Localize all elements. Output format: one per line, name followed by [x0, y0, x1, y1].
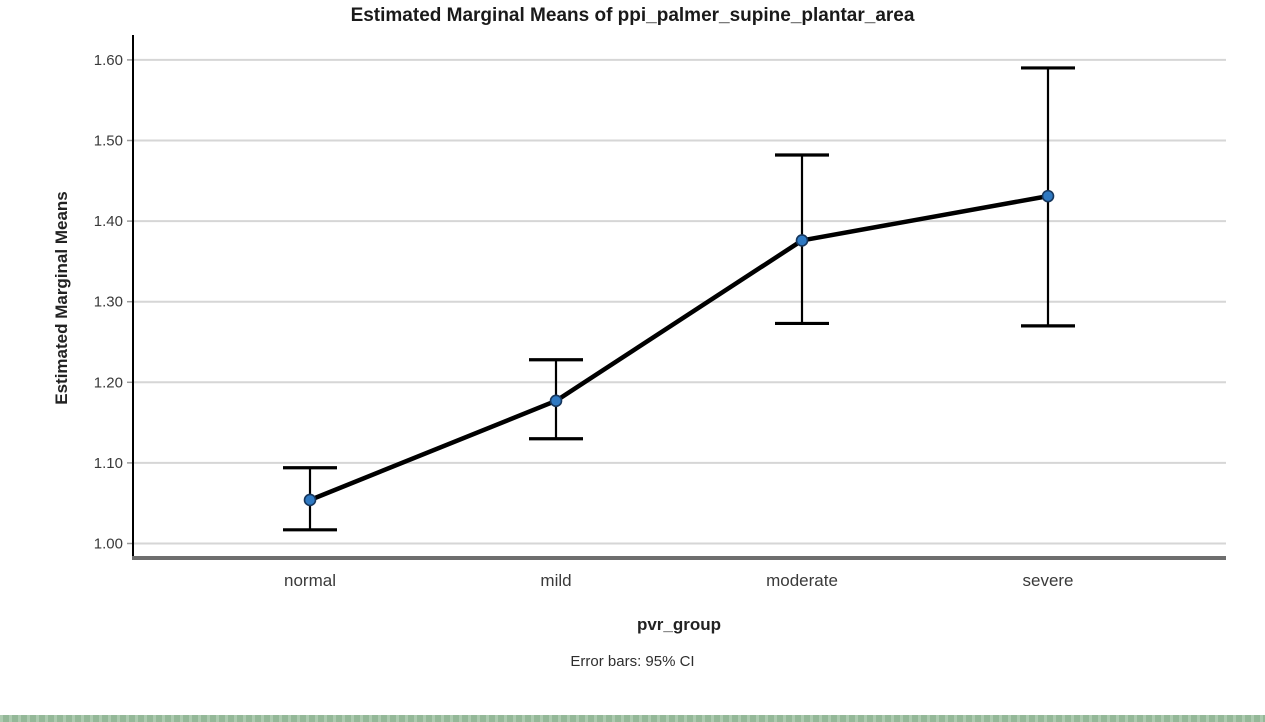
series-line	[309, 193, 1049, 503]
x-tick-label-normal: normal	[284, 571, 336, 590]
marker-severe	[1041, 189, 1055, 203]
y-tick-label: 1.40	[94, 213, 123, 230]
x-tick-label-mild: mild	[540, 571, 571, 590]
plot-svg: 1.00 1.10 1.20 1.30 1.40 1.50 1.60 normal mild mo…	[94, 35, 1226, 590]
x-tick-label-moderate: moderate	[766, 571, 838, 590]
marker-moderate	[795, 234, 809, 247]
marker-mild	[549, 394, 563, 408]
marker-normal	[303, 493, 317, 507]
y-tick-label: 1.60	[94, 52, 123, 69]
error-bars-footnote: Error bars: 95% CI	[570, 653, 695, 670]
y-tick-label: 1.00	[94, 536, 123, 553]
y-tick-label: 1.20	[94, 374, 123, 391]
bottom-accent-bar	[0, 715, 1265, 722]
y-tick-label: 1.10	[94, 455, 123, 472]
y-tick-label: 1.30	[94, 294, 123, 311]
y-tick-label: 1.50	[94, 133, 123, 150]
x-tick-label-severe: severe	[1022, 571, 1073, 590]
x-axis-title: pvr_group	[636, 615, 722, 634]
chart-title: Estimated Marginal Means of ppi_palmer_s…	[350, 5, 915, 26]
